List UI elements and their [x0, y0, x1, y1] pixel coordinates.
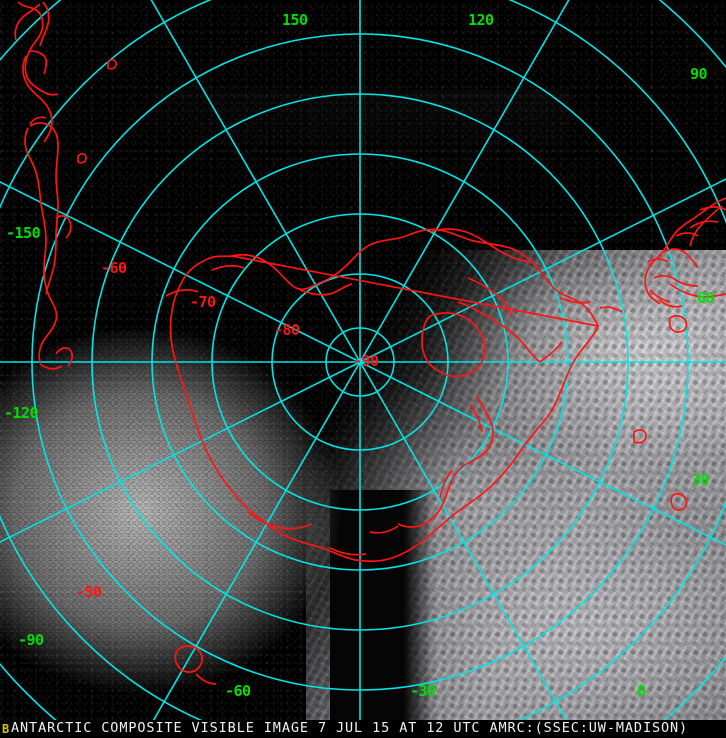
caption-text: ANTARCTIC COMPOSITE VISIBLE IMAGE 7 JUL … [11, 720, 689, 737]
lon-label-150: 150 [282, 11, 308, 29]
lon-label-30: 30 [692, 471, 710, 489]
lon-label-m90: -90 [18, 631, 44, 649]
lat-label-m60: -60 [101, 259, 127, 277]
coastline-antarctic-peninsula [174, 395, 688, 685]
lat-label-m70: -70 [190, 293, 216, 311]
lat-label-m80: -80 [274, 321, 300, 339]
lat-label-m90: -90 [353, 352, 379, 370]
coastline-antarctica [165, 228, 599, 563]
lon-label-m30: -30 [410, 682, 436, 700]
lon-label-m150: -150 [6, 224, 41, 242]
lon-label-60: 60 [697, 289, 715, 307]
corner-marker-icon: B [2, 722, 10, 736]
lon-label-m120: -120 [4, 404, 39, 422]
coastline-new-zealand [14, 1, 117, 370]
lon-label-90: 90 [690, 65, 708, 83]
lon-label-m60: -60 [225, 682, 251, 700]
grid-graticule [0, 0, 726, 720]
map-overlay [0, 0, 726, 720]
lat-label-m50: -50 [76, 583, 102, 601]
lon-label-0: 0 [637, 682, 646, 700]
caption-bar: B ANTARCTIC COMPOSITE VISIBLE IMAGE 7 JU… [0, 720, 726, 738]
coastline-south-america [429, 197, 726, 363]
lon-label-120: 120 [468, 11, 494, 29]
